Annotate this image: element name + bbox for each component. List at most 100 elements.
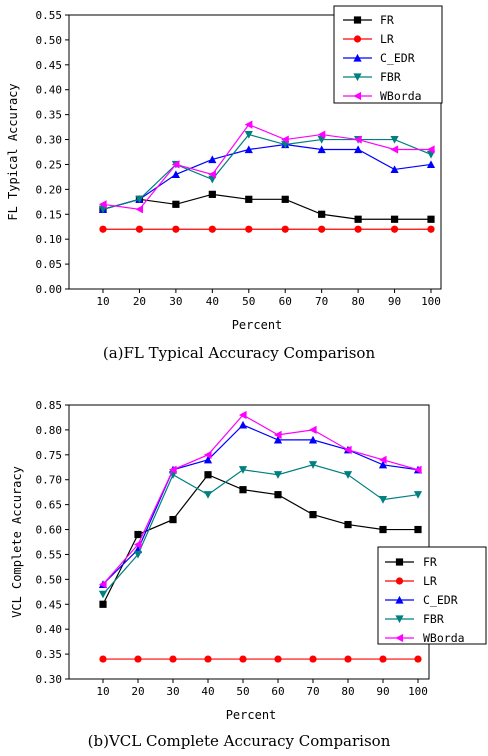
legend-label: C_EDR xyxy=(380,51,415,65)
x-tick-label: 70 xyxy=(315,295,328,308)
series-fbr xyxy=(98,461,423,599)
data-point xyxy=(427,215,435,223)
legend-entry: FBR xyxy=(385,612,444,626)
x-tick-label: 90 xyxy=(376,685,389,698)
data-point xyxy=(308,435,318,444)
data-point xyxy=(135,225,144,233)
data-point xyxy=(168,465,177,474)
y-tick-label: 0.35 xyxy=(36,109,63,122)
data-point xyxy=(98,205,108,214)
data-point xyxy=(317,145,326,154)
legend-swatch-marker xyxy=(353,91,362,101)
y-tick-label: 0.20 xyxy=(36,183,63,196)
x-tick-label: 80 xyxy=(351,295,364,308)
data-point xyxy=(244,120,253,129)
series-line xyxy=(102,464,419,595)
data-point xyxy=(134,530,142,539)
y-tick-label: 0.75 xyxy=(36,449,63,462)
x-tick-label: 10 xyxy=(96,685,109,698)
data-point xyxy=(208,155,217,164)
legend-swatch-marker xyxy=(353,53,362,62)
data-point xyxy=(245,225,253,233)
data-point xyxy=(318,225,326,233)
y-tick-label: 0.50 xyxy=(36,573,63,586)
data-point xyxy=(133,540,142,549)
data-point xyxy=(208,170,216,179)
y-tick-label: 0.45 xyxy=(36,59,63,72)
x-axis-label: Percent xyxy=(232,318,283,332)
data-point xyxy=(171,160,180,169)
data-point xyxy=(208,225,216,233)
data-point xyxy=(239,486,247,494)
data-point xyxy=(390,135,399,144)
data-point xyxy=(426,150,436,159)
data-point xyxy=(308,425,317,435)
data-point xyxy=(426,145,435,154)
data-point xyxy=(273,435,283,444)
data-point xyxy=(135,205,144,214)
data-point xyxy=(354,225,362,233)
x-tick-label: 40 xyxy=(201,685,214,698)
y-tick-label: 0.80 xyxy=(36,424,63,437)
x-tick-label: 50 xyxy=(236,685,249,698)
chart-vcl-complete-accuracy: 0.30 0.35 0.40 0.45 0.50 0.55 0.60 0.65 0.70 0.75… xyxy=(10,399,487,750)
data-point xyxy=(317,135,326,144)
y-tick-label: 0.50 xyxy=(36,34,63,47)
legend-label: FBR xyxy=(380,70,401,84)
data-point xyxy=(99,600,107,608)
legend-entry: FBR xyxy=(343,70,401,84)
data-point xyxy=(238,410,247,420)
legend-entry: WBorda xyxy=(343,89,422,103)
data-point xyxy=(203,491,213,499)
data-point xyxy=(413,465,422,474)
x-tick-label: 50 xyxy=(242,295,255,308)
data-point xyxy=(390,215,399,223)
data-point xyxy=(354,145,363,154)
legend-swatch-marker xyxy=(395,595,404,604)
series-wborda xyxy=(98,410,422,589)
data-point xyxy=(134,655,142,663)
x-tick-label: 20 xyxy=(131,685,144,698)
series-c-edr xyxy=(98,140,436,213)
data-point xyxy=(99,225,107,233)
data-point xyxy=(273,471,283,479)
x-tick-label: 30 xyxy=(166,685,179,698)
data-point xyxy=(378,455,387,464)
data-point xyxy=(414,655,422,663)
data-point xyxy=(171,170,180,179)
series-line xyxy=(102,123,431,210)
data-point xyxy=(208,190,216,198)
data-point xyxy=(172,225,180,233)
series-line xyxy=(102,424,419,585)
y-tick-label: 0.70 xyxy=(36,474,63,487)
series-line xyxy=(102,193,431,220)
y-axis-label: VCL Complete Accuracy xyxy=(10,466,24,618)
legend-entry: WBorda xyxy=(385,631,465,645)
data-point xyxy=(238,466,248,474)
data-point xyxy=(344,655,352,663)
y-tick-label: 0.30 xyxy=(36,134,63,147)
data-point xyxy=(309,655,317,663)
legend-swatch-marker xyxy=(353,16,362,24)
data-point xyxy=(317,130,326,139)
data-point xyxy=(390,225,399,233)
legend-entry: C_EDR xyxy=(385,593,458,607)
data-point xyxy=(281,135,289,144)
legend-label: C_EDR xyxy=(423,593,458,607)
data-point xyxy=(354,215,362,223)
data-point xyxy=(309,511,317,519)
y-tick-label: 0.10 xyxy=(36,233,63,246)
series-lr xyxy=(99,225,435,233)
x-tick-label: 100 xyxy=(421,295,441,308)
x-tick-label: 80 xyxy=(341,685,354,698)
legend-entry: LR xyxy=(385,574,437,588)
data-point xyxy=(133,550,143,559)
chart-fl-typical-accuracy: 0.00 0.05 0.10 0.15 0.20 0.25 0.30 0.35 0.40 0.45… xyxy=(6,5,443,362)
x-tick-label: 60 xyxy=(279,295,292,308)
data-point xyxy=(204,471,212,479)
data-point xyxy=(413,491,423,499)
data-point xyxy=(344,520,352,529)
plot-area-frame xyxy=(68,14,442,290)
data-point xyxy=(343,445,352,454)
legend-label: WBorda xyxy=(380,89,422,103)
